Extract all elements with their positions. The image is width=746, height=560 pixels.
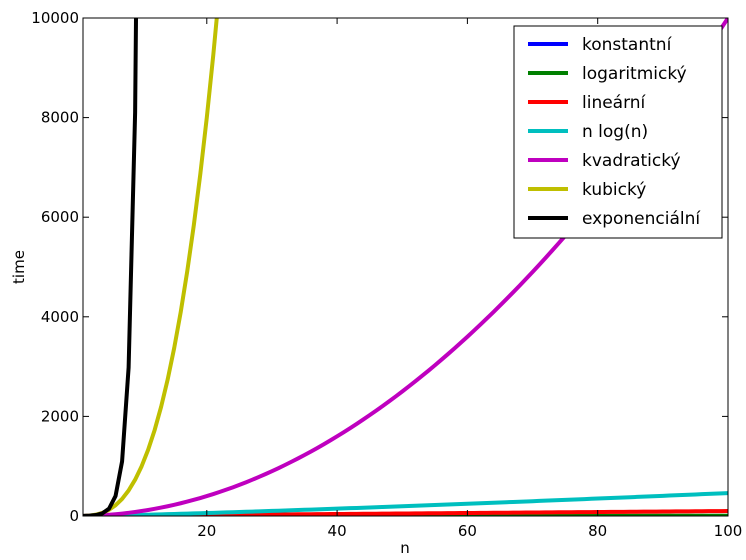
legend-label: kvadratický <box>582 151 681 171</box>
legend: konstantní logaritmický lineární n log(n) kv… <box>513 25 723 239</box>
y-tick-label: 8000 <box>41 109 79 127</box>
x-axis-label: n <box>400 539 410 557</box>
x-tick-label: 20 <box>197 522 216 540</box>
legend-label: kubický <box>582 180 646 200</box>
legend-label: exponenciální <box>582 209 701 229</box>
plot-frame <box>82 17 729 517</box>
series-line-exponenci-ln- <box>83 18 139 516</box>
legend-label: konstantní <box>582 35 673 55</box>
x-tick-label: 80 <box>588 522 607 540</box>
y-tick-label: 6000 <box>41 208 79 226</box>
x-tick-label: 40 <box>328 522 347 540</box>
y-tick-label: 2000 <box>41 407 79 425</box>
x-tick-label: 100 <box>714 522 743 540</box>
y-axis-label: time <box>10 250 28 284</box>
x-tick-label: 60 <box>458 522 477 540</box>
y-tick-label: 4000 <box>41 308 79 326</box>
series-line-n-log-n- <box>83 491 728 516</box>
y-tick-label: 0 <box>69 507 79 525</box>
legend-label: lineární <box>582 93 647 113</box>
ticks-layer: 20 40 60 80 100 0 2000 4000 6000 8000 10000 <box>31 9 742 540</box>
y-tick-label: 10000 <box>31 9 79 27</box>
legend-label: logaritmický <box>582 64 687 84</box>
legend-label: n log(n) <box>582 122 648 142</box>
